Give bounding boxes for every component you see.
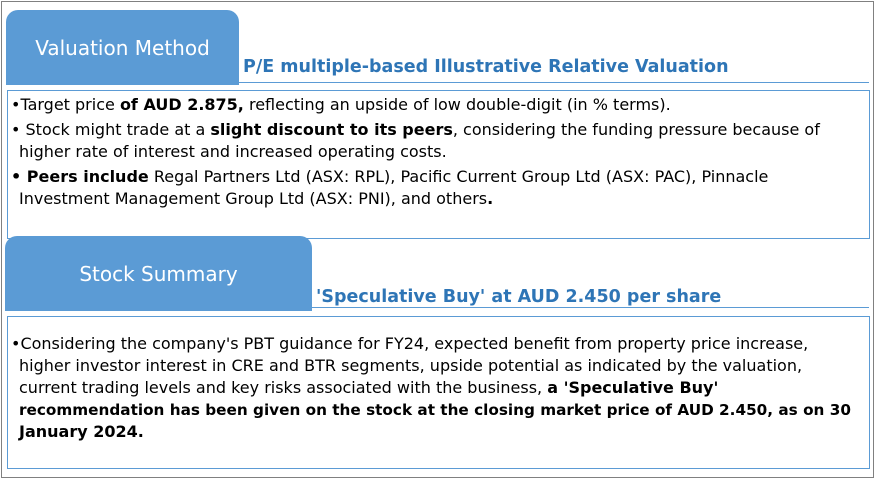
valuation-content: •Target price of AUD 2.875, reflecting a… xyxy=(11,94,863,210)
summary-line-3: current trading levels and key risks ass… xyxy=(11,377,863,399)
summary-content: •Considering the company's PBT guidance … xyxy=(11,333,863,443)
bullet-target-price-prefix: •Target price xyxy=(11,95,120,114)
valuation-box xyxy=(7,90,870,239)
bullet-peers-suffix: Regal Partners Ltd (ASX: RPL), Pacific C… xyxy=(148,167,769,186)
summary-line-1: •Considering the company's PBT guidance … xyxy=(11,334,809,353)
bullet-discount-prefix: • Stock might trade at a xyxy=(11,120,211,139)
bullet-target-price: •Target price of AUD 2.875, reflecting a… xyxy=(11,94,863,116)
summary-line-3-prefix: current trading levels and key risks ass… xyxy=(19,378,548,397)
bullet-peers-bold: • Peers include xyxy=(11,167,149,186)
bullet-discount: • Stock might trade at a slight discount… xyxy=(11,119,863,141)
bullet-target-price-suffix: reflecting an upside of low double-digit… xyxy=(243,95,671,114)
bullet-peers-line2-text: Investment Management Group Ltd (ASX: PN… xyxy=(19,189,488,208)
stock-summary-tab-label: Stock Summary xyxy=(79,261,238,286)
bullet-discount-line2: higher rate of interest and increased op… xyxy=(19,142,447,161)
valuation-heading-rule xyxy=(239,82,869,83)
valuation-method-tab: Valuation Method xyxy=(6,10,239,85)
summary-heading: 'Speculative Buy' at AUD 2.450 per share xyxy=(316,287,722,307)
bullet-target-price-bold: of AUD 2.875, xyxy=(119,95,244,114)
summary-line-2: higher investor interest in CRE and BTR … xyxy=(19,356,803,375)
valuation-method-tab-label: Valuation Method xyxy=(35,35,210,60)
bullet-peers: • Peers include Regal Partners Ltd (ASX:… xyxy=(11,166,863,188)
summary-line-4: recommendation has been given on the sto… xyxy=(19,401,851,419)
bullet-peers-line2: Investment Management Group Ltd (ASX: PN… xyxy=(11,188,863,210)
bullet-discount-bold: slight discount to its peers xyxy=(210,120,453,139)
summary-heading-rule xyxy=(312,307,869,308)
bullet-peers-line2-end: . xyxy=(487,189,494,208)
valuation-heading: P/E multiple-based Illustrative Relative… xyxy=(243,57,729,77)
summary-line-5: January 2024. xyxy=(19,422,144,441)
summary-line-3-bold: a 'Speculative Buy' xyxy=(547,378,719,397)
summary-box xyxy=(7,316,870,469)
bullet-discount-suffix: , considering the funding pressure becau… xyxy=(452,120,820,139)
stock-summary-tab: Stock Summary xyxy=(5,236,312,311)
